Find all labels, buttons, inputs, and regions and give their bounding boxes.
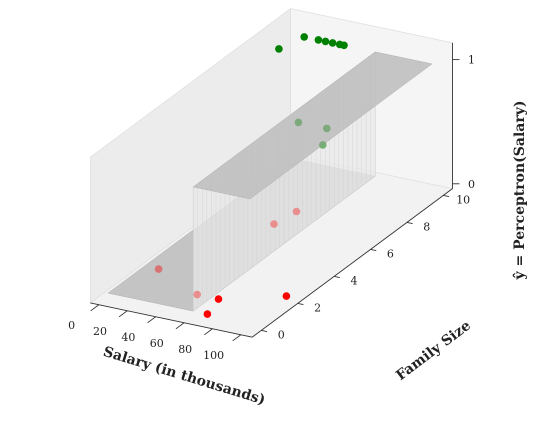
y-tick-label: 0 [278,329,285,342]
x-tick-label: 100 [203,349,224,362]
data-point-overlay [270,220,278,228]
data-point-overlay [154,265,163,273]
data-point-overlay [319,141,327,149]
x-tick-80 [204,328,213,336]
x-tick-40 [147,316,156,324]
y-axis-label: Family Size [393,318,474,384]
x-tick-label: 40 [121,331,135,344]
x-tick-label: 0 [68,319,75,332]
data-point [282,292,291,300]
data-point [314,36,323,44]
x-tick-label: 80 [178,343,192,356]
y-tick-label: 4 [351,275,358,288]
data-point [300,33,309,41]
y-tick-0 [261,329,268,333]
y-tick-label: 2 [314,302,321,315]
points-front [203,33,348,318]
data-point [203,310,212,318]
data-point [328,39,337,47]
x-tick-0 [90,304,100,312]
x-tick-100 [232,334,242,342]
y-tick-label: 10 [456,194,470,207]
data-point [275,45,283,53]
x-tick-20 [118,310,128,318]
y-axis-line [251,188,453,338]
x-tick-60 [175,322,185,330]
x-axis-line [90,302,253,338]
x-tick-label: 60 [150,337,164,350]
z-axis-label: ŷ = Perceptron(Salary) [511,101,528,281]
y-tick-label: 8 [423,221,430,234]
y-tick-10 [443,194,450,198]
y-tick-8 [406,221,413,225]
surface-high-plane [192,51,433,200]
y-tick-6 [370,248,377,252]
surface-over [154,51,433,312]
z-tick-label: 1 [468,54,475,67]
data-point [340,41,348,50]
data-point [214,295,223,303]
data-point-overlay [294,118,303,127]
y-tick-4 [334,275,340,279]
z-tick-label: 0 [468,178,475,191]
y-tick-2 [297,302,304,306]
y-tick-label: 6 [387,248,394,261]
data-point-overlay [323,124,331,133]
data-point-overlay [292,207,301,216]
data-point-overlay [193,290,201,299]
x-tick-label: 20 [93,325,107,338]
data-point [321,37,330,46]
